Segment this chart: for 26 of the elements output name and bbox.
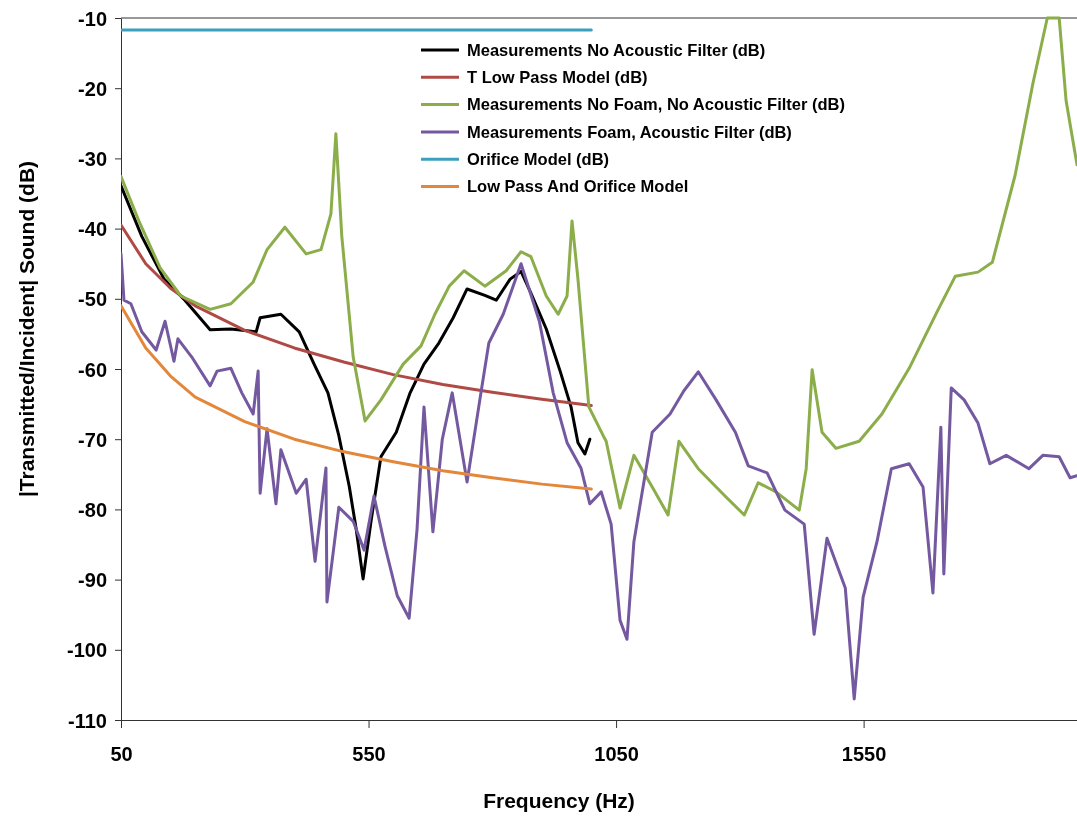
legend-label: Low Pass And Orifice Model	[467, 177, 689, 196]
y-tick-label: -10	[78, 7, 107, 30]
y-axis-title: |Transmitted/Incident| Sound (dB)	[15, 160, 38, 498]
y-tick-label: -60	[78, 358, 107, 381]
y-tick-label: -30	[78, 147, 107, 170]
legend-label: Orifice Model (dB)	[467, 149, 610, 168]
legend-label: Measurements No Acoustic Filter (dB)	[467, 40, 766, 59]
x-tick-label: 50	[110, 743, 133, 765]
y-tick-label: -110	[68, 709, 107, 732]
legend-label: Measurements Foam, Acoustic Filter (dB)	[467, 122, 792, 141]
x-tick-label: 1050	[594, 743, 639, 765]
y-tick-label: -70	[78, 428, 107, 451]
legend-label: T Low Pass Model (dB)	[467, 68, 648, 87]
legend-label: Measurements No Foam, No Acoustic Filter (dB)	[467, 95, 846, 114]
line-series	[121, 252, 1077, 701]
line-series	[121, 223, 593, 407]
x-tick-label: 1550	[841, 743, 887, 765]
y-tick-label: -80	[78, 498, 107, 521]
x-axis-title: Frequency (Hz)	[483, 789, 635, 812]
line-series	[121, 304, 593, 491]
y-tick-label: -90	[78, 569, 107, 592]
y-tick-label: -100	[66, 639, 107, 662]
y-tick-label: -20	[78, 77, 107, 100]
y-tick-label: -40	[78, 218, 107, 241]
x-tick-label: 550	[352, 743, 386, 765]
y-tick-label: -50	[78, 288, 107, 311]
